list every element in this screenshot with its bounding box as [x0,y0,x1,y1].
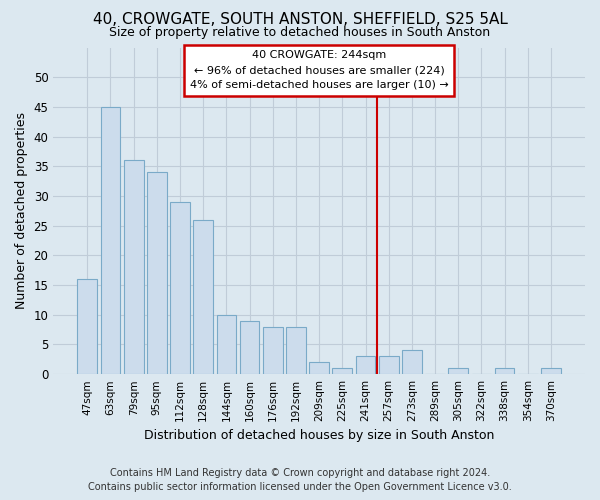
Bar [240,320,259,374]
Bar [124,160,143,374]
Bar [193,220,213,374]
Bar [332,368,352,374]
Bar [541,368,561,374]
Bar [495,368,514,374]
Bar [147,172,167,374]
Bar [379,356,398,374]
Bar [309,362,329,374]
X-axis label: Distribution of detached houses by size in South Anston: Distribution of detached houses by size … [144,430,494,442]
Bar [286,326,306,374]
Text: 40, CROWGATE, SOUTH ANSTON, SHEFFIELD, S25 5AL: 40, CROWGATE, SOUTH ANSTON, SHEFFIELD, S… [92,12,508,26]
Bar [356,356,376,374]
Bar [448,368,468,374]
Y-axis label: Number of detached properties: Number of detached properties [15,112,28,310]
Bar [402,350,422,374]
Bar [77,279,97,374]
Bar [217,315,236,374]
Bar [101,107,121,374]
Text: Size of property relative to detached houses in South Anston: Size of property relative to detached ho… [109,26,491,39]
Bar [263,326,283,374]
Text: Contains HM Land Registry data © Crown copyright and database right 2024.
Contai: Contains HM Land Registry data © Crown c… [88,468,512,492]
Text: 40 CROWGATE: 244sqm
← 96% of detached houses are smaller (224)
4% of semi-detach: 40 CROWGATE: 244sqm ← 96% of detached ho… [190,50,449,90]
Bar [170,202,190,374]
